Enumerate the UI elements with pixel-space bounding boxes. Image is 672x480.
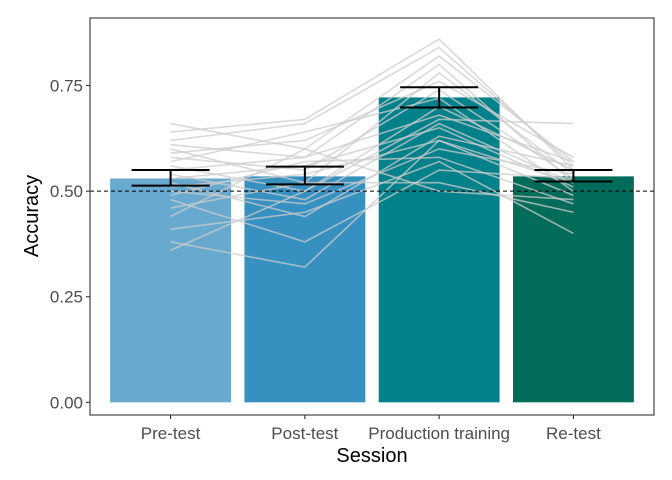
participant-line [170, 46, 574, 167]
participant-line [170, 139, 574, 197]
participant-line [170, 80, 574, 159]
bar [513, 176, 634, 403]
participant-line [170, 156, 574, 205]
x-tick-label: Post-test [271, 424, 338, 443]
x-tick-label: Production training [368, 424, 510, 443]
participant-line [170, 126, 574, 188]
participant-line [170, 71, 574, 184]
participant-line [170, 139, 574, 269]
y-tick-label: 0.25 [50, 288, 83, 307]
participant-line [170, 97, 574, 192]
participant-line [170, 118, 574, 252]
y-tick-label: 0.00 [50, 393, 83, 412]
plot-panel-border [89, 17, 655, 416]
bar [110, 178, 231, 403]
x-tick-label: Re-test [546, 424, 601, 443]
participant-line [170, 148, 574, 218]
bar [378, 97, 500, 403]
x-axis-title: Session [336, 445, 407, 467]
participant-line [170, 122, 574, 201]
participant-line [170, 38, 574, 171]
y-tick-label: 0.50 [50, 182, 83, 201]
x-tick-label: Pre-test [141, 424, 201, 443]
y-tick-label: 0.75 [50, 77, 83, 96]
bar [244, 176, 366, 403]
participant-line [170, 55, 574, 163]
participant-line [170, 114, 574, 171]
y-axis-title: Accuracy [21, 175, 43, 257]
